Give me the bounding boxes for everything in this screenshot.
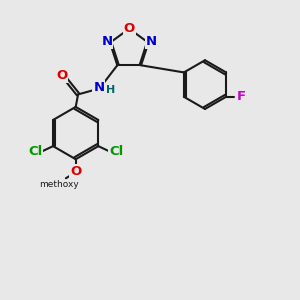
Text: Cl: Cl (109, 145, 123, 158)
Text: N: N (101, 35, 112, 48)
Text: H: H (106, 85, 116, 95)
Text: O: O (70, 165, 81, 178)
Text: O: O (124, 22, 135, 34)
Text: N: N (146, 35, 157, 48)
Text: F: F (236, 90, 245, 103)
Text: N: N (93, 81, 104, 94)
Text: Cl: Cl (28, 145, 42, 158)
Text: O: O (56, 70, 68, 83)
Text: methoxy: methoxy (40, 180, 79, 189)
